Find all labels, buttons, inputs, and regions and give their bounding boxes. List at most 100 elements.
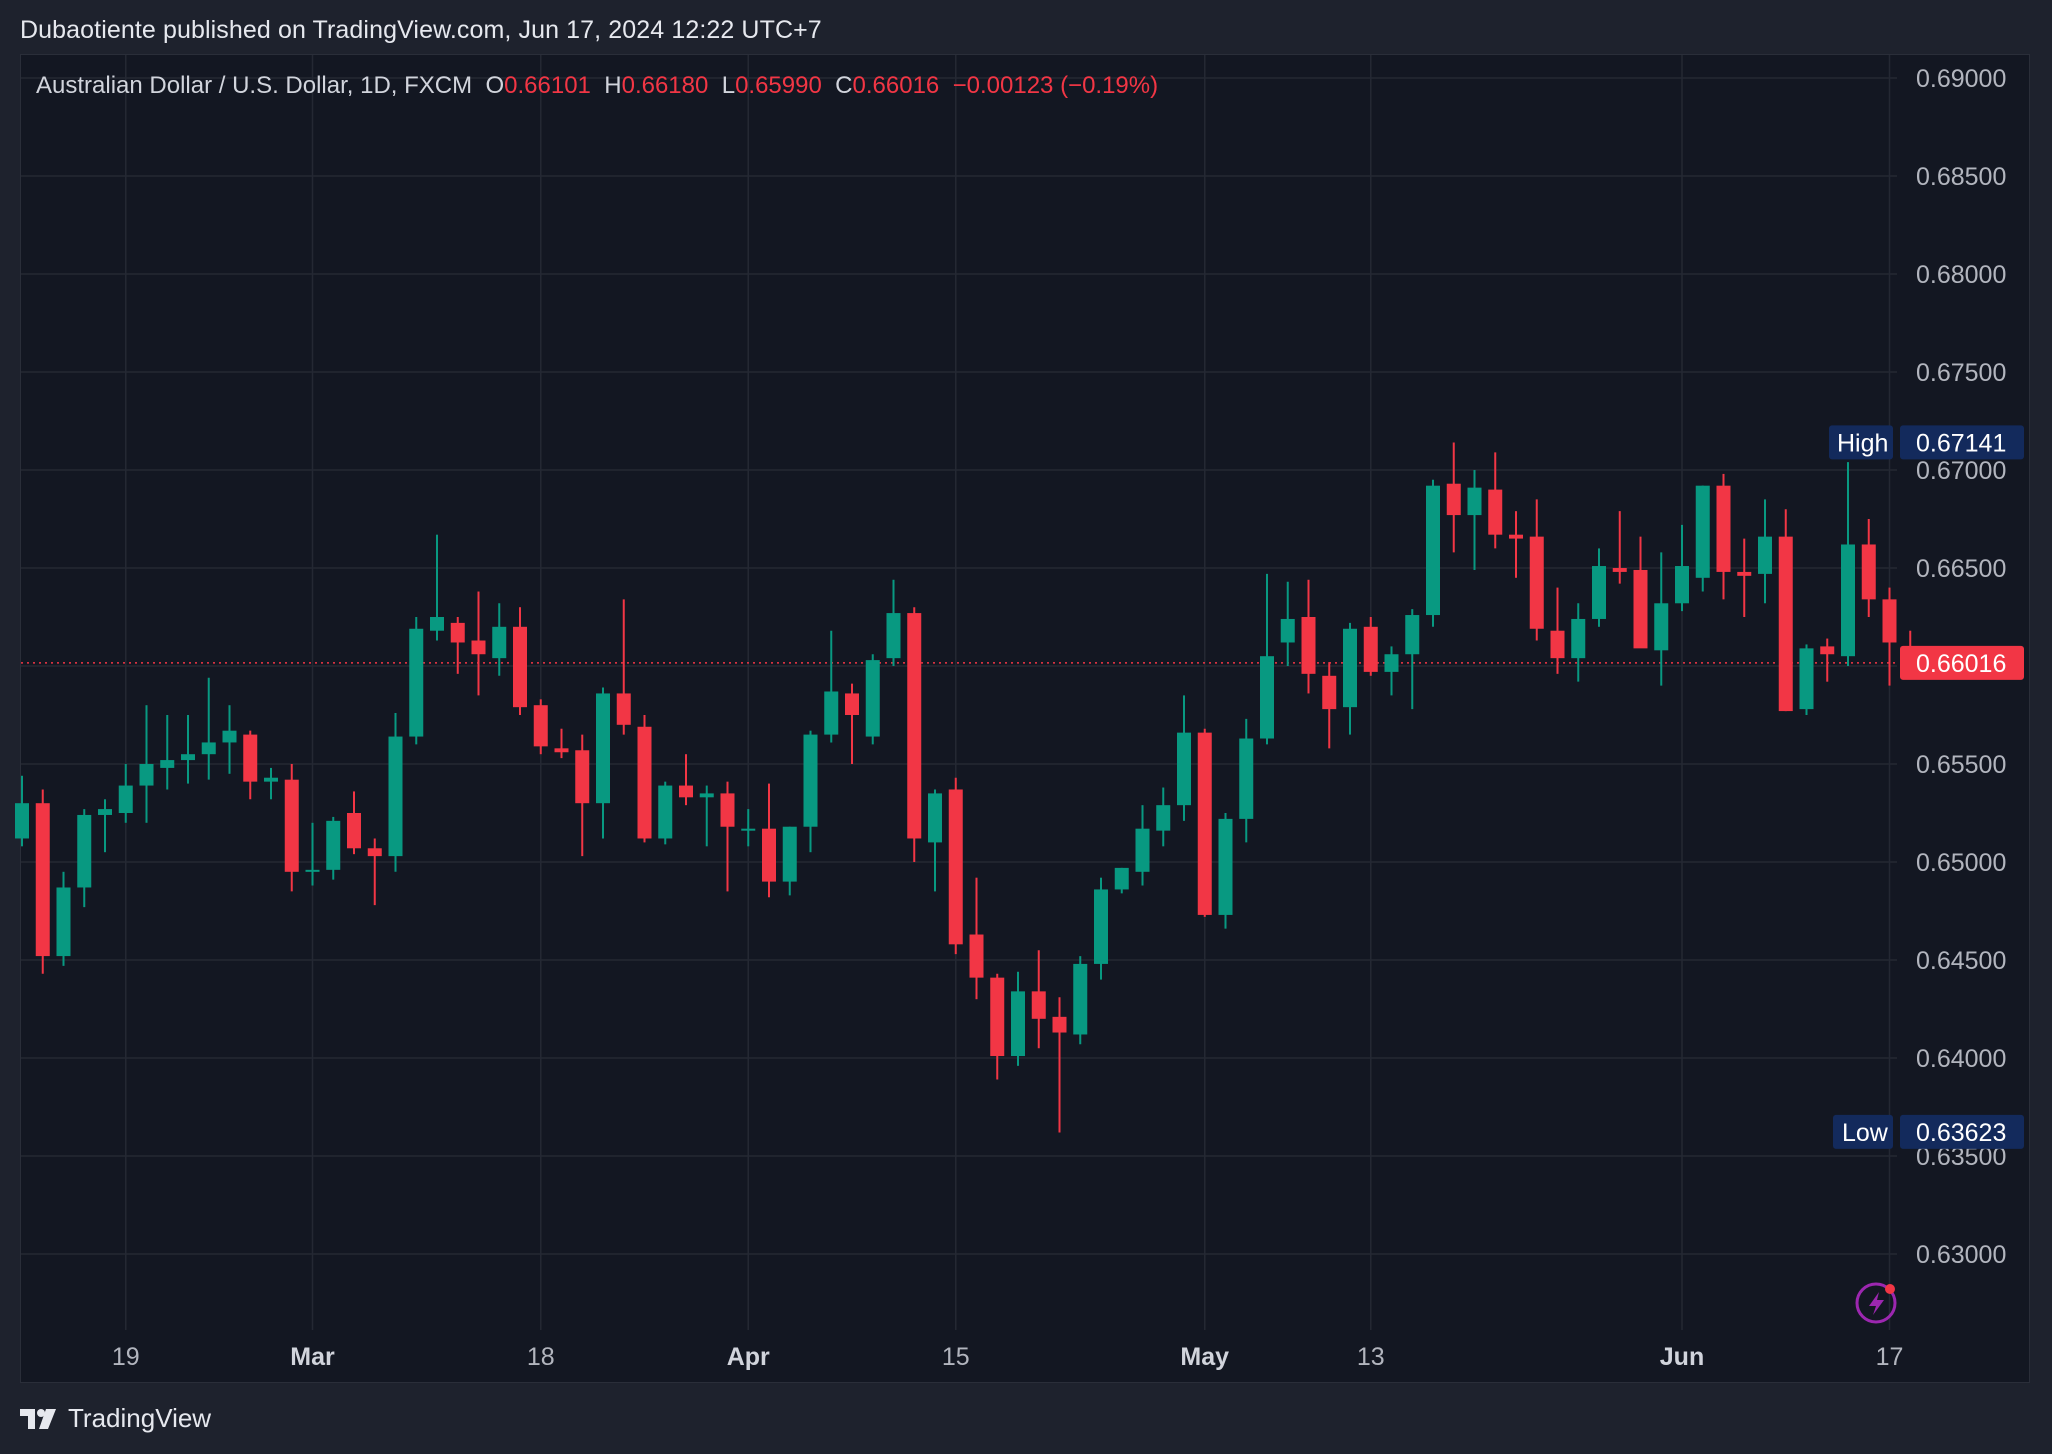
candle-up[interactable]	[803, 730, 818, 853]
candle-up[interactable]	[1405, 609, 1420, 710]
high-value-tag-text: 0.67141	[1916, 429, 2006, 457]
candle-up[interactable]	[1239, 718, 1254, 843]
candle-up[interactable]	[409, 617, 424, 745]
candle-up[interactable]	[699, 785, 714, 847]
candle-up[interactable]	[865, 654, 880, 745]
candle-down[interactable]	[1612, 511, 1627, 584]
candle-up[interactable]	[1094, 877, 1108, 980]
candle-down[interactable]	[243, 730, 258, 800]
candle-down[interactable]	[1716, 473, 1731, 600]
candle-down[interactable]	[1322, 662, 1337, 749]
candle-down[interactable]	[367, 838, 382, 906]
candle-down[interactable]	[35, 789, 50, 974]
candle-up[interactable]	[118, 764, 133, 823]
candle-up[interactable]	[1011, 971, 1025, 1066]
candle-down[interactable]	[907, 607, 922, 862]
candle-up[interactable]	[326, 816, 341, 880]
candle-down[interactable]	[1529, 499, 1544, 641]
candle-down[interactable]	[1052, 997, 1067, 1133]
candle-up[interactable]	[596, 687, 610, 839]
candle-up[interactable]	[1799, 644, 1814, 715]
candle-down[interactable]	[720, 781, 735, 892]
candle-down[interactable]	[762, 783, 776, 898]
candle-up[interactable]	[222, 705, 237, 774]
candle-up[interactable]	[77, 809, 92, 908]
candle-down[interactable]	[948, 777, 963, 955]
candle-up[interactable]	[658, 781, 673, 845]
candle-up[interactable]	[886, 579, 901, 666]
candle-down[interactable]	[1301, 579, 1316, 694]
candle-down[interactable]	[1861, 519, 1876, 617]
candle-up[interactable]	[139, 705, 154, 823]
candle-up[interactable]	[741, 809, 756, 847]
candle-up[interactable]	[15, 775, 29, 847]
candle-up[interactable]	[1073, 956, 1088, 1045]
candle-down[interactable]	[1778, 509, 1793, 712]
candle-down[interactable]	[1488, 452, 1503, 549]
candle-down[interactable]	[347, 791, 361, 855]
candle-down[interactable]	[450, 617, 465, 674]
candle-down[interactable]	[1737, 538, 1752, 617]
candle-down[interactable]	[616, 599, 631, 735]
candle-up[interactable]	[1467, 470, 1482, 570]
time-axis[interactable]: 19 Mar 18 Apr 15 May 13 Jun 17	[112, 1343, 1904, 1371]
candle-down[interactable]	[679, 754, 693, 806]
candle-up[interactable]	[1135, 805, 1150, 886]
candle-up[interactable]	[1114, 867, 1129, 894]
candle-up[interactable]	[1758, 499, 1772, 604]
candle-up[interactable]	[305, 822, 320, 886]
candle-down[interactable]	[1550, 587, 1565, 674]
candle-down[interactable]	[637, 715, 652, 843]
candle-down[interactable]	[990, 973, 1005, 1080]
candle-up[interactable]	[1218, 813, 1233, 929]
candle-up[interactable]	[264, 767, 278, 800]
candle-down[interactable]	[1882, 587, 1897, 686]
candle-body	[264, 777, 278, 782]
lightning-icon[interactable]	[1855, 1282, 1897, 1324]
candle-up[interactable]	[1343, 622, 1357, 735]
candle-up[interactable]	[430, 534, 444, 641]
candle-down[interactable]	[284, 764, 299, 892]
candle-up[interactable]	[388, 713, 403, 872]
candle-down[interactable]	[1363, 617, 1378, 676]
candle-up[interactable]	[1426, 479, 1440, 627]
candle-up[interactable]	[928, 789, 942, 892]
candle-down[interactable]	[1197, 728, 1212, 917]
candle-up[interactable]	[824, 630, 839, 743]
candle-up[interactable]	[1280, 581, 1295, 666]
candle-body	[1301, 617, 1316, 674]
candle-up[interactable]	[782, 826, 797, 896]
candle-up[interactable]	[1156, 787, 1171, 847]
candle-up[interactable]	[1384, 646, 1399, 696]
candle-up[interactable]	[201, 677, 216, 780]
candle-up[interactable]	[1571, 603, 1586, 682]
tradingview-logo[interactable]: TradingView	[20, 1403, 211, 1434]
candle-up[interactable]	[1177, 695, 1191, 821]
candle-body	[1052, 1016, 1067, 1033]
candle-up[interactable]	[1841, 462, 1855, 666]
chart-pane[interactable]	[20, 54, 2030, 1383]
candle-down[interactable]	[845, 683, 859, 764]
candle-up[interactable]	[492, 603, 507, 676]
candle-up[interactable]	[1592, 548, 1606, 627]
candle-up[interactable]	[98, 799, 112, 853]
candle-up[interactable]	[1260, 573, 1274, 745]
candle-up[interactable]	[56, 871, 71, 966]
candle-down[interactable]	[533, 699, 548, 755]
candle-down[interactable]	[471, 591, 486, 696]
candle-down[interactable]	[1446, 442, 1461, 553]
candle-down[interactable]	[554, 728, 569, 759]
candle-up[interactable]	[181, 715, 195, 784]
candle-up[interactable]	[1695, 485, 1710, 592]
candle-down[interactable]	[1633, 536, 1648, 649]
candle-down[interactable]	[969, 877, 984, 1000]
candle-down[interactable]	[1509, 511, 1523, 578]
candle-down[interactable]	[1031, 950, 1046, 1049]
candle-up[interactable]	[160, 715, 175, 790]
candle-up[interactable]	[1675, 524, 1689, 612]
candle-down[interactable]	[1820, 638, 1835, 682]
candle-up[interactable]	[1654, 552, 1669, 686]
candle-down[interactable]	[513, 607, 527, 715]
candle-down[interactable]	[575, 734, 590, 857]
